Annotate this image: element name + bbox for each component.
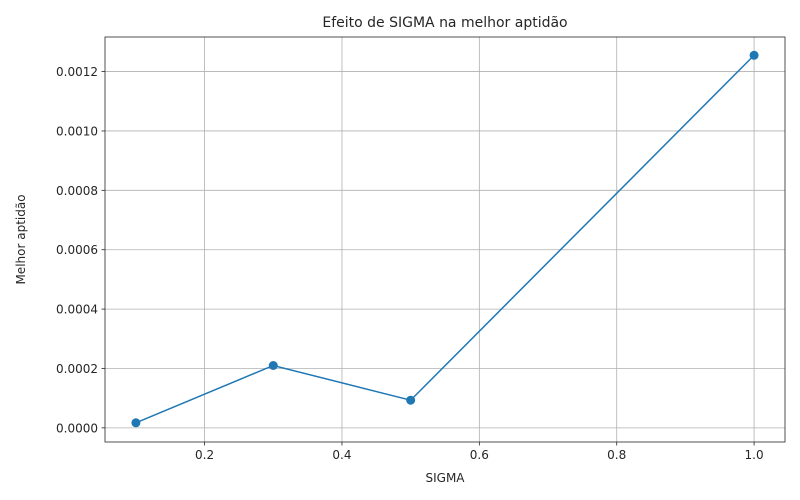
- y-tick-label: 0.0002: [56, 362, 98, 376]
- series-layer: [131, 50, 759, 428]
- y-tick-label: 0.0006: [56, 243, 98, 257]
- y-axis-label: Melhor aptidão: [14, 194, 28, 284]
- data-point: [406, 395, 416, 405]
- x-axis-label: SIGMA: [425, 471, 465, 485]
- x-tick-label: 0.4: [332, 448, 351, 462]
- data-point: [131, 418, 141, 428]
- data-point: [749, 50, 759, 60]
- y-tick-label: 0.0008: [56, 184, 98, 198]
- series-line: [135, 54, 755, 424]
- x-tick-label: 0.6: [470, 448, 489, 462]
- grid: [105, 37, 785, 442]
- plot-frame: [104, 36, 786, 443]
- x-tick-label: 1.0: [745, 448, 764, 462]
- y-tick-label: 0.0004: [56, 303, 98, 317]
- y-tick-label: 0.0012: [56, 65, 98, 79]
- x-tick-label: 0.2: [195, 448, 214, 462]
- chart-title: Efeito de SIGMA na melhor aptidão: [322, 15, 567, 31]
- y-tick-label: 0.0010: [56, 124, 98, 138]
- axis-ticks: 0.2 0.4 0.6 0.8 1.0 0.0000 0.0002 0.0004 0.0006 0…: [56, 65, 764, 462]
- y-tick-label: 0.0000: [56, 421, 98, 435]
- data-point: [268, 360, 278, 370]
- x-tick-label: 0.8: [607, 448, 626, 462]
